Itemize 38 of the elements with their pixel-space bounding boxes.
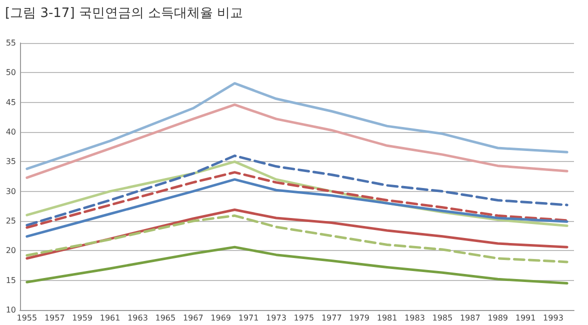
x-tick-label: 1971: [238, 314, 259, 322]
line-series: [26, 246, 568, 285]
y-tick-label: 20: [6, 246, 16, 256]
x-tick-label: 1985: [432, 314, 453, 322]
x-tick-label: 1991: [515, 314, 536, 322]
y-tick-label: 40: [6, 128, 16, 136]
x-tick-label: 1989: [488, 314, 508, 322]
line-series: [26, 214, 568, 264]
line-series: [26, 208, 568, 260]
x-tick-label: 1969: [210, 314, 232, 322]
y-tick-label: 30: [6, 186, 16, 196]
line-series: [26, 103, 568, 179]
line-series: [26, 178, 568, 238]
x-tick-label: 1981: [376, 314, 398, 322]
y-tick-label: 25: [6, 216, 16, 226]
x-tick-label: 1973: [266, 314, 286, 322]
line-series: [26, 82, 568, 170]
x-tick-label: 1961: [100, 314, 120, 322]
x-tick-label: 1979: [349, 314, 370, 322]
x-tick-label: 1993: [543, 314, 564, 322]
y-tick-label: 35: [6, 157, 16, 166]
x-tick-label: 1987: [460, 314, 480, 322]
x-tick-label: 1965: [155, 314, 176, 322]
x-tick-label: 1957: [44, 314, 65, 322]
y-tick-label: 10: [6, 306, 16, 314]
y-tick-label: 15: [6, 276, 16, 285]
x-tick-label: 1967: [182, 314, 204, 322]
chart-title: [그림 3-17] 국민연금의 소득대체율 비교: [5, 6, 244, 21]
x-tick-label: 1959: [72, 314, 93, 322]
y-tick-label: 55: [6, 38, 16, 48]
y-tick-label: 45: [6, 98, 16, 107]
x-tick-label: 1955: [16, 314, 38, 322]
x-tick-label: 1975: [294, 314, 314, 322]
y-tick-label: 50: [6, 68, 16, 78]
line-series: [26, 171, 568, 229]
x-tick-label: 1963: [128, 314, 148, 322]
x-tick-label: 1983: [404, 314, 425, 322]
x-tick-label: 1977: [321, 314, 342, 322]
